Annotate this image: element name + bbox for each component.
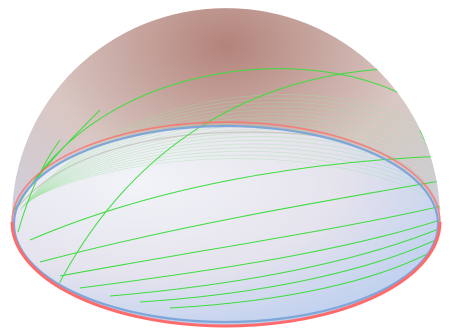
- geodesic-curve: [109, 225, 440, 297]
- geodesic-curve-faint: [23, 117, 439, 207]
- geodesic-curve: [45, 67, 411, 311]
- geodesic-curve: [169, 245, 440, 309]
- geodesic-curve-faint: [26, 136, 437, 204]
- geodesic-curve-faint: [21, 105, 440, 209]
- geodesic-curve-faint: [23, 121, 438, 207]
- geodesic-curve: [39, 179, 440, 263]
- rim-red-front: [10, 221, 442, 328]
- geodesic-curve-faint: [20, 98, 440, 210]
- geodesic-curve-faint: [20, 102, 440, 210]
- geodesic-curve-faint: [25, 128, 437, 205]
- geodesic-curve-faint: [29, 154, 435, 201]
- geodesic-curve: [79, 217, 440, 289]
- geodesic-curve: [59, 204, 440, 277]
- geodesic-curve-faint: [27, 143, 436, 203]
- geodesic-curve-faint: [28, 151, 435, 202]
- geodesic-curve-faint: [25, 132, 437, 205]
- geodesic-curve: [139, 235, 440, 303]
- rim-blue: [12, 124, 440, 324]
- geodesic-curve-faint: [22, 113, 439, 208]
- geodesic-curve-faint: [26, 140, 436, 204]
- geodesic-curve: [13, 68, 413, 215]
- geodesic-curves: [13, 67, 440, 311]
- geodesic-curve-faint: [22, 109, 439, 208]
- geodesic-curve-faint: [28, 147, 436, 203]
- geodesic-curve-faint: [29, 158, 435, 201]
- geodesic-curve-faint: [19, 94, 440, 211]
- rim-red-back: [11, 121, 441, 223]
- geodesic-curve: [29, 155, 440, 241]
- dome-interior: [14, 125, 438, 321]
